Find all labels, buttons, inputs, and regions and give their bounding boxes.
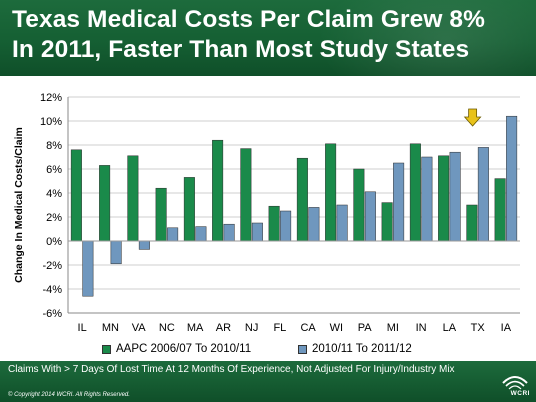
legend-label-series-2: 2010/11 To 2011/12 [312,343,412,355]
bar-wi-series-2 [336,204,348,242]
x-tick-label: PA [358,322,373,334]
x-tick-label: IL [78,322,87,334]
bar-nj-series-2 [251,222,263,242]
y-tick-label: 8% [46,140,62,152]
bar-ar-series-2 [223,223,235,242]
copyright-notice: © Copyright 2014 WCRI. All Rights Reserv… [8,392,130,398]
slide-title: Texas Medical Costs Per Claim Grew 8% In… [12,5,532,65]
wcri-logo-icon [502,376,528,390]
bar-nj-series-1 [240,148,252,242]
bar-fl-series-2 [280,210,292,242]
bar-mi-series-2 [393,162,405,242]
x-tick-label: IA [501,322,512,334]
bar-ca-series-2 [308,207,320,242]
footnote: Claims With > 7 Days Of Lost Time At 12 … [8,364,455,375]
bar-fl-series-1 [268,205,280,242]
bar-va-series-2 [138,240,150,250]
bar-ar-series-1 [212,139,224,242]
bar-mn-series-1 [99,165,111,242]
y-tick-label: -2% [42,260,62,272]
bar-pa-series-1 [353,168,365,242]
y-tick-label: -6% [42,308,62,320]
bar-in-series-1 [409,143,421,242]
logo-text: WCRI [510,390,530,397]
x-tick-label: CA [300,322,316,334]
bar-va-series-1 [127,155,139,242]
chart-legend: AAPC 2006/07 To 2010/11 2010/11 To 2011/… [0,343,536,359]
footer-banner: Claims With > 7 Days Of Lost Time At 12 … [0,361,536,402]
bar-tx-series-1 [466,204,478,242]
legend-swatch-series-1 [102,344,111,354]
x-tick-label: NC [159,322,175,334]
bar-ca-series-1 [296,157,308,242]
title-line-1: Texas Medical Costs Per Claim Grew 8% [12,6,486,33]
x-tick-label: IN [416,322,427,334]
x-tick-label: NJ [245,322,258,334]
bar-nc-series-2 [167,227,179,242]
x-tick-label: TX [471,322,486,334]
title-line-2: In 2011, Faster Than Most Study States [12,36,470,63]
bar-mi-series-1 [381,202,393,242]
bar-in-series-2 [421,156,433,242]
bar-il-series-2 [82,240,94,297]
legend-item-series-1: AAPC 2006/07 To 2010/11 [102,343,251,355]
y-tick-label: 12% [40,92,62,104]
bar-wi-series-1 [325,143,337,242]
x-tick-label: MN [102,322,119,334]
y-tick-label: 6% [46,164,62,176]
bar-mn-series-2 [110,240,122,265]
bar-ma-series-2 [195,226,207,242]
banner-decoration [316,0,536,76]
bar-ia-series-1 [494,178,506,242]
x-tick-label: MI [387,322,399,334]
y-axis-title: Change In Medical Costs/Claim [13,127,25,283]
x-tick-label: WI [330,322,343,334]
y-tick-label: 0% [46,236,62,248]
legend-swatch-series-2 [298,344,307,354]
bar-tx-series-2 [477,147,489,242]
bar-il-series-1 [70,149,82,242]
bar-la-series-2 [449,151,461,242]
bar-chart: -6% -4% -2% 0% 2% 4% 6% 8% 10% 12% IL MN VA NC MA AR NJ F… [13,92,520,334]
x-tick-label: LA [443,322,457,334]
highlight-arrow-icon [463,108,482,127]
y-tick-label: 2% [46,212,62,224]
title-banner: Texas Medical Costs Per Claim Grew 8% In… [0,0,536,76]
bar-ma-series-1 [183,177,195,242]
chart-area: -6% -4% -2% 0% 2% 4% 6% 8% 10% 12% IL MN VA NC MA AR NJ F… [0,76,536,360]
y-tick-label: 10% [40,116,62,128]
y-tick-label: 4% [46,188,62,200]
bar-pa-series-2 [364,191,376,242]
x-tick-label: AR [216,322,231,334]
x-tick-label: VA [132,322,147,334]
bar-la-series-1 [438,155,450,242]
bar-nc-series-1 [155,187,167,242]
x-tick-label: FL [273,322,286,334]
x-tick-label: MA [187,322,204,334]
legend-label-series-1: AAPC 2006/07 To 2010/11 [116,343,252,355]
y-tick-label: -4% [42,284,62,296]
legend-item-series-2: 2010/11 To 2011/12 [298,343,412,355]
bar-ia-series-2 [506,115,518,242]
